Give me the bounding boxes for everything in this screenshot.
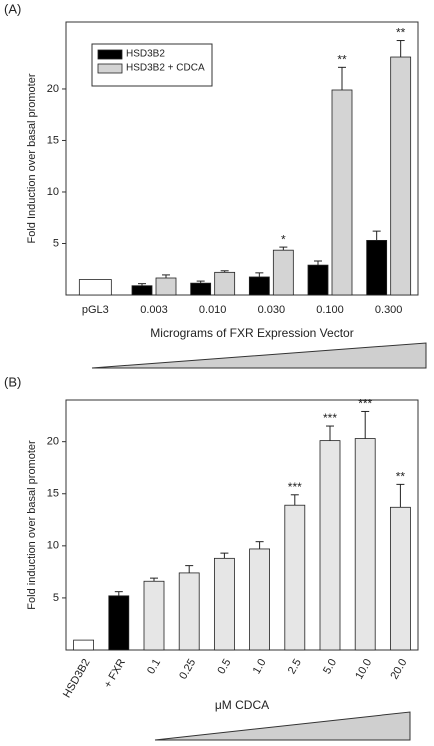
panel-label: (B) — [4, 374, 21, 389]
bar — [389, 506, 411, 651]
significance-label: ** — [396, 26, 406, 40]
legend-swatch — [97, 49, 123, 60]
gradient-wedge — [154, 711, 411, 741]
bar — [366, 239, 388, 296]
bar — [213, 557, 235, 651]
x-tick-label: 0.030 — [258, 304, 286, 316]
x-axis-label: Micrograms of FXR Expression Vector — [150, 326, 353, 340]
x-tick-label: HSD3B2 — [61, 657, 93, 700]
y-axis-label: Fold Induction over basal promoter — [26, 73, 38, 243]
bar — [354, 438, 376, 651]
y-tick-label: 20 — [47, 83, 59, 95]
bar — [319, 440, 341, 651]
bar — [73, 639, 94, 651]
x-tick-label: 10.0 — [353, 657, 374, 682]
x-tick-label: 20.0 — [388, 657, 409, 682]
y-tick-label: 5 — [53, 237, 59, 249]
y-tick-label: 15 — [47, 488, 59, 500]
x-tick-label: 2.5 — [286, 657, 304, 676]
x-tick-label: 0.1 — [145, 657, 163, 676]
legend-swatch — [97, 63, 123, 74]
plot-frame — [65, 21, 419, 296]
legend-label: HSD3B2 — [126, 49, 165, 60]
significance-label: *** — [288, 480, 302, 494]
x-tick-label: pGL3 — [82, 304, 109, 316]
x-tick-label: 0.003 — [140, 304, 168, 316]
bar — [390, 56, 412, 296]
x-tick-label: 5.0 — [321, 657, 339, 676]
bar — [214, 271, 236, 296]
panel-label: (A) — [4, 1, 21, 16]
bar — [284, 504, 306, 651]
x-tick-label: 0.300 — [375, 304, 403, 316]
bar — [78, 279, 112, 296]
legend-label: HSD3B2 + CDCA — [126, 63, 205, 74]
bar — [331, 89, 353, 296]
y-tick-label: 10 — [47, 540, 59, 552]
bar — [143, 580, 165, 651]
significance-label: *** — [358, 397, 372, 411]
y-axis-label: Fold induction over basal promoter — [26, 440, 38, 610]
y-tick-label: 5 — [53, 592, 59, 604]
bar — [108, 595, 130, 651]
x-tick-label: 0.5 — [215, 657, 233, 676]
bar — [190, 282, 212, 296]
significance-label: ** — [396, 470, 406, 484]
x-tick-label: 1.0 — [251, 657, 269, 676]
x-tick-label: 0.100 — [316, 304, 344, 316]
bar — [248, 276, 270, 296]
bar — [155, 277, 177, 296]
significance-label: ** — [337, 53, 347, 67]
bar — [249, 548, 271, 651]
y-tick-label: 10 — [47, 186, 59, 198]
plot-frame — [65, 399, 419, 651]
bar — [307, 264, 329, 296]
x-tick-label: + FXR — [102, 657, 128, 690]
y-tick-label: 15 — [47, 134, 59, 146]
bar — [272, 249, 294, 296]
x-tick-label: 0.25 — [177, 657, 198, 682]
y-tick-label: 20 — [47, 436, 59, 448]
x-axis-label: μM CDCA — [215, 698, 269, 712]
significance-label: * — [281, 232, 286, 246]
bar — [178, 572, 200, 651]
gradient-wedge — [91, 342, 427, 369]
x-tick-label: 0.010 — [199, 304, 227, 316]
significance-label: *** — [323, 411, 337, 425]
bar — [131, 285, 153, 296]
